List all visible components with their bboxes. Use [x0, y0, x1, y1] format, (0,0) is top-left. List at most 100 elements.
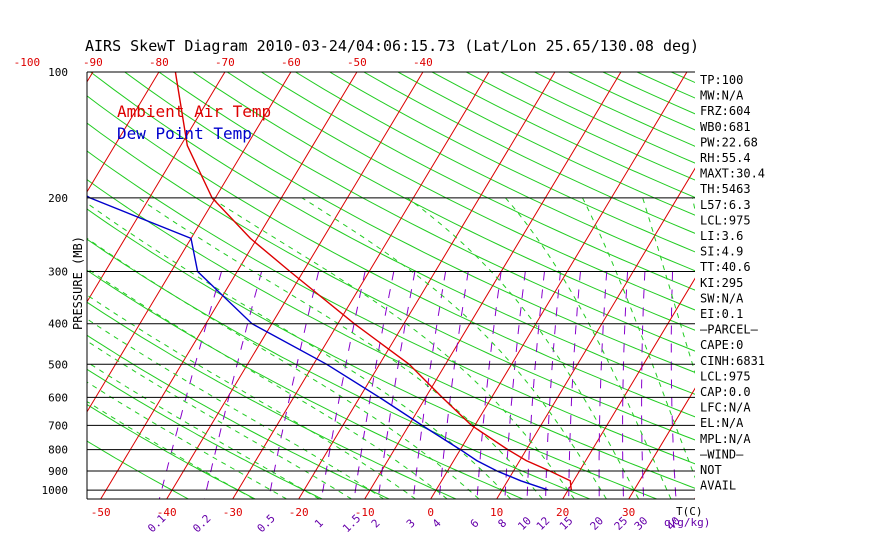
mixing-ratio-line: [526, 271, 545, 499]
mixing-ratio-lines: [158, 271, 677, 499]
dry-adiabat-line: [87, 440, 189, 499]
axis-labels: 1002003004005006007008009001000-120-110-…: [14, 56, 683, 535]
bottom-temp-tick-label: 30: [622, 506, 635, 519]
mixing-ratio-line: [641, 271, 646, 499]
isotherm-line: [0, 72, 27, 499]
bottom-temp-tick-label: -40: [157, 506, 177, 519]
isotherm-line: [761, 72, 870, 499]
moist-adiabat-line: [407, 197, 640, 499]
stability-index-item: LCL:975: [700, 369, 751, 383]
mixing-ratio-tick-label: 1: [312, 517, 326, 531]
data-lines: [87, 72, 572, 491]
mixing-axis-label: q(g/kg): [664, 516, 710, 529]
chart-title: AIRS SkewT Diagram 2010-03-24/04:06:15.7…: [85, 37, 699, 55]
bottom-temp-tick-label: -30: [223, 506, 243, 519]
stability-index-item: L57:6.3: [700, 198, 751, 212]
isotherm-line: [87, 72, 226, 303]
mixing-ratio-tick-label: 10: [515, 514, 534, 533]
bottom-temp-tick-label: 10: [490, 506, 503, 519]
pressure-tick-label: 500: [48, 358, 68, 371]
mixing-ratio-tick-label: 6: [468, 517, 482, 531]
isotherm-line: [496, 167, 695, 499]
stability-index-item: TH:5463: [700, 182, 751, 196]
top-temp-tick-label: -100: [14, 56, 41, 69]
dry-adiabat-line: [124, 72, 695, 373]
mixing-ratio-line: [377, 271, 416, 499]
isotherm-line: [364, 72, 622, 499]
mixing-ratio-tick-label: 4: [430, 516, 444, 530]
moist-adiabat-line: [87, 202, 511, 499]
pressure-tick-label: 100: [48, 66, 68, 79]
grid-lines: [0, 72, 870, 499]
dry-adiabat-line: [226, 72, 695, 311]
mixing-ratio-line: [670, 271, 677, 499]
moist-adiabat-line: [87, 361, 320, 499]
stability-index-item: TP:100: [700, 73, 743, 87]
isotherm-line: [562, 277, 695, 499]
dry-adiabat-line: [808, 72, 870, 499]
stability-index-item: LCL:975: [700, 213, 751, 227]
moist-adiabat-line: [87, 340, 352, 499]
dry-adiabat-line: [431, 72, 695, 199]
ambient-air-temp-line: [174, 72, 572, 491]
stability-index-item: CINH:6831: [700, 354, 765, 368]
pressure-tick-label: 200: [48, 192, 68, 205]
moist-adiabat-line: [87, 381, 287, 499]
mixing-ratio-tick-label: 3: [404, 517, 418, 531]
bottom-temp-tick-label: 20: [556, 506, 569, 519]
legend-dew-point-temp: Dew Point Temp: [117, 124, 252, 143]
isotherm-line: [430, 72, 688, 499]
moist-adiabat-line: [87, 318, 384, 499]
mixing-ratio-line: [268, 271, 320, 499]
pressure-tick-label: 700: [48, 419, 68, 432]
mixing-ratio-line: [438, 271, 469, 499]
isobars: [87, 197, 695, 491]
pressure-tick-label: 900: [48, 465, 68, 478]
pressure-tick-label: 600: [48, 391, 68, 404]
dry-adiabat-line: [466, 72, 695, 181]
dry-adiabat-line: [295, 72, 695, 272]
bottom-temp-tick-label: -20: [289, 506, 309, 519]
stability-index-item: AVAIL: [700, 479, 736, 493]
dry-adiabat-line: [87, 238, 591, 499]
pressure-tick-label: 1000: [42, 484, 69, 497]
stability-index-item: FRZ:604: [700, 104, 751, 118]
mixing-ratio-line: [545, 271, 561, 499]
isotherm-line: [298, 72, 556, 499]
stability-index-item: CAPE:0: [700, 338, 743, 352]
dry-adiabat-line: [261, 72, 695, 291]
moist-adiabat-line: [301, 197, 607, 499]
dry-adiabat-line: [192, 72, 695, 331]
moist-adiabat-line: [505, 197, 672, 499]
stability-index-item: LI:3.6: [700, 229, 743, 243]
mixing-ratio-line: [622, 271, 629, 499]
dry-adiabat-line: [87, 95, 695, 418]
mixing-ratio-line: [353, 271, 395, 499]
mixing-ratio-tick-label: 0.2: [190, 512, 213, 535]
dry-adiabat-line: [158, 72, 695, 352]
bottom-temp-tick-label: 0: [427, 506, 434, 519]
mixing-ratio-tick-label: 2: [369, 517, 383, 531]
y-axis-label: PRESSURE (MB): [71, 236, 85, 330]
stability-index-item: WB0:681: [700, 120, 751, 134]
moist-adiabat-line: [87, 400, 255, 499]
pressure-tick-label: 800: [48, 444, 68, 457]
dry-adiabat-line: [87, 150, 695, 465]
top-temp-tick-label: -80: [149, 56, 169, 69]
stability-index-item: MW:N/A: [700, 89, 744, 103]
dry-adiabat-line: [842, 72, 870, 499]
stability-index-item: CAP:0.0: [700, 385, 751, 399]
isotherm-line: [87, 72, 160, 193]
x-axis-label: T(C): [676, 505, 703, 518]
isotherm-line: [100, 72, 358, 499]
isotherm-line: [232, 72, 490, 499]
legend-ambient-air-temp: Ambient Air Temp: [117, 102, 271, 121]
mixing-ratio-line: [476, 271, 502, 499]
dry-adiabat-line: [740, 72, 870, 499]
stability-index-item: SW:N/A: [700, 291, 744, 305]
moist-adiabat-line: [642, 197, 695, 375]
top-temp-tick-label: -50: [347, 56, 367, 69]
top-temp-tick-label: -70: [215, 56, 235, 69]
